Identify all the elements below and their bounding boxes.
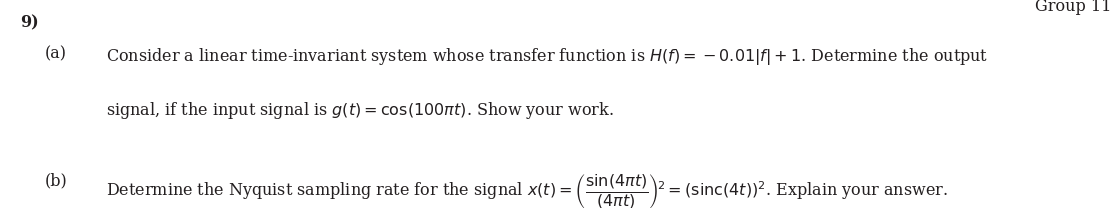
Text: Consider a linear time-invariant system whose transfer function is $H(f) = -0.01: Consider a linear time-invariant system … (106, 46, 988, 67)
Text: (a): (a) (44, 46, 67, 63)
Text: (b): (b) (44, 173, 67, 190)
Text: Determine the Nyquist sampling rate for the signal $x(t) = \left(\dfrac{\sin(4\p: Determine the Nyquist sampling rate for … (106, 173, 948, 208)
Text: signal, if the input signal is $g(t) = \cos(100\pi t)$. Show your work.: signal, if the input signal is $g(t) = \… (106, 100, 613, 121)
Text: Group 11: Group 11 (1034, 0, 1111, 15)
Text: 9): 9) (20, 15, 39, 32)
